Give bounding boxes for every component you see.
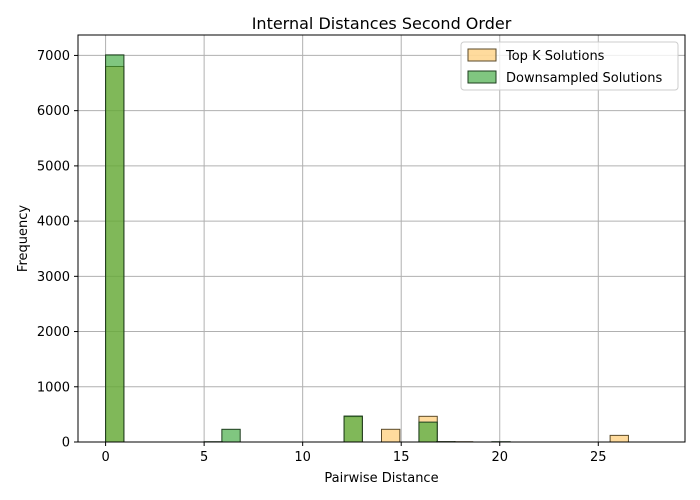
x-axis-label: Pairwise Distance — [324, 471, 438, 486]
chart-title: Internal Distances Second Order — [252, 14, 512, 33]
y-tick-label: 6000 — [37, 104, 70, 119]
axis-ticks: 0 5 10 15 20 25 0 1000 2000 3000 4000 5000 6000 7000 — [37, 49, 607, 465]
x-tick-label: 20 — [491, 450, 508, 465]
legend: Top K Solutions Downsampled Solutions — [460, 41, 679, 91]
legend-label-downsampled: Downsampled Solutions — [506, 71, 662, 86]
plot-area — [78, 35, 685, 442]
bar — [609, 434, 629, 443]
x-tick-label: 10 — [294, 450, 311, 465]
y-tick-label: 1000 — [37, 380, 70, 395]
y-axis-label: Frequency — [16, 205, 31, 272]
bar — [381, 428, 401, 443]
x-tick-label: 15 — [393, 450, 410, 465]
legend-swatch-top-k — [467, 48, 497, 62]
y-tick-label: 3000 — [37, 270, 70, 285]
legend-swatch-downsampled — [467, 70, 497, 84]
y-tick-label: 0 — [62, 436, 70, 451]
x-tick-label: 0 — [101, 450, 109, 465]
plot-frame — [77, 34, 686, 443]
y-tick-label: 7000 — [37, 49, 70, 64]
bar — [343, 415, 363, 443]
y-tick-label: 4000 — [37, 215, 70, 230]
y-tick-label: 2000 — [37, 325, 70, 340]
bar — [418, 421, 438, 443]
x-tick-label: 25 — [590, 450, 607, 465]
bar — [105, 54, 125, 443]
y-tick-label: 5000 — [37, 159, 70, 174]
grid-lines — [78, 35, 685, 443]
legend-box — [460, 41, 679, 91]
x-tick-label: 5 — [200, 450, 208, 465]
legend-label-top-k: Top K Solutions — [505, 49, 605, 64]
bar — [221, 428, 241, 443]
